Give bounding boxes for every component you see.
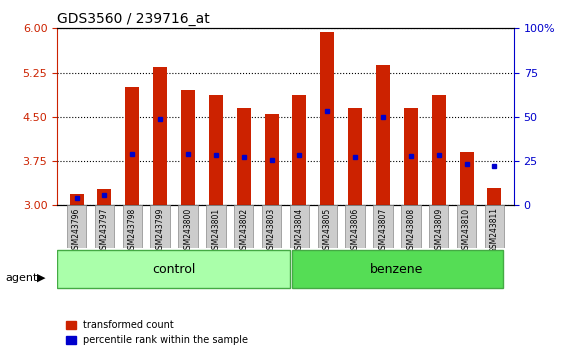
FancyBboxPatch shape	[123, 205, 142, 248]
Bar	[376, 65, 390, 205]
Text: GDS3560 / 239716_at: GDS3560 / 239716_at	[57, 12, 210, 26]
Legend: transformed count, percentile rank within the sample: transformed count, percentile rank withi…	[62, 316, 252, 349]
Text: GSM243807: GSM243807	[379, 207, 388, 254]
FancyBboxPatch shape	[234, 205, 254, 248]
Bar	[181, 90, 195, 205]
Bar	[488, 188, 501, 205]
Bar	[432, 95, 445, 205]
Bar	[153, 67, 167, 205]
FancyBboxPatch shape	[95, 205, 114, 248]
FancyBboxPatch shape	[178, 205, 198, 248]
Text: GSM243801: GSM243801	[211, 207, 220, 253]
FancyBboxPatch shape	[485, 205, 504, 248]
FancyBboxPatch shape	[57, 250, 289, 288]
Text: GSM243797: GSM243797	[100, 207, 109, 254]
FancyBboxPatch shape	[345, 205, 365, 248]
Bar	[404, 108, 418, 205]
Text: GSM243802: GSM243802	[239, 207, 248, 253]
FancyBboxPatch shape	[373, 205, 393, 248]
FancyBboxPatch shape	[67, 205, 86, 248]
FancyBboxPatch shape	[401, 205, 421, 248]
Bar	[126, 87, 139, 205]
FancyBboxPatch shape	[317, 205, 337, 248]
Bar	[348, 108, 362, 205]
Text: GSM243798: GSM243798	[128, 207, 137, 254]
Text: GSM243809: GSM243809	[434, 207, 443, 254]
Text: GSM243803: GSM243803	[267, 207, 276, 254]
Text: GSM243805: GSM243805	[323, 207, 332, 254]
Bar	[237, 108, 251, 205]
Text: GSM243811: GSM243811	[490, 207, 499, 253]
FancyBboxPatch shape	[262, 205, 282, 248]
Text: GSM243796: GSM243796	[72, 207, 81, 254]
Text: GSM243804: GSM243804	[295, 207, 304, 254]
Bar	[70, 194, 83, 205]
Text: GSM243808: GSM243808	[407, 207, 415, 253]
FancyBboxPatch shape	[292, 250, 502, 288]
Text: GSM243800: GSM243800	[183, 207, 192, 254]
FancyBboxPatch shape	[150, 205, 170, 248]
FancyBboxPatch shape	[429, 205, 448, 248]
Bar	[209, 95, 223, 205]
FancyBboxPatch shape	[457, 205, 476, 248]
Text: GSM243810: GSM243810	[462, 207, 471, 253]
Text: GSM243806: GSM243806	[351, 207, 360, 254]
Text: benzene: benzene	[370, 263, 424, 275]
Bar	[460, 152, 473, 205]
Text: GSM243799: GSM243799	[156, 207, 164, 254]
Bar	[320, 33, 334, 205]
FancyBboxPatch shape	[289, 205, 309, 248]
Text: control: control	[152, 263, 196, 275]
Bar	[292, 95, 307, 205]
Bar	[98, 189, 111, 205]
Text: agent: agent	[6, 273, 38, 283]
FancyBboxPatch shape	[206, 205, 226, 248]
Bar	[264, 114, 279, 205]
Text: ▶: ▶	[37, 273, 46, 283]
